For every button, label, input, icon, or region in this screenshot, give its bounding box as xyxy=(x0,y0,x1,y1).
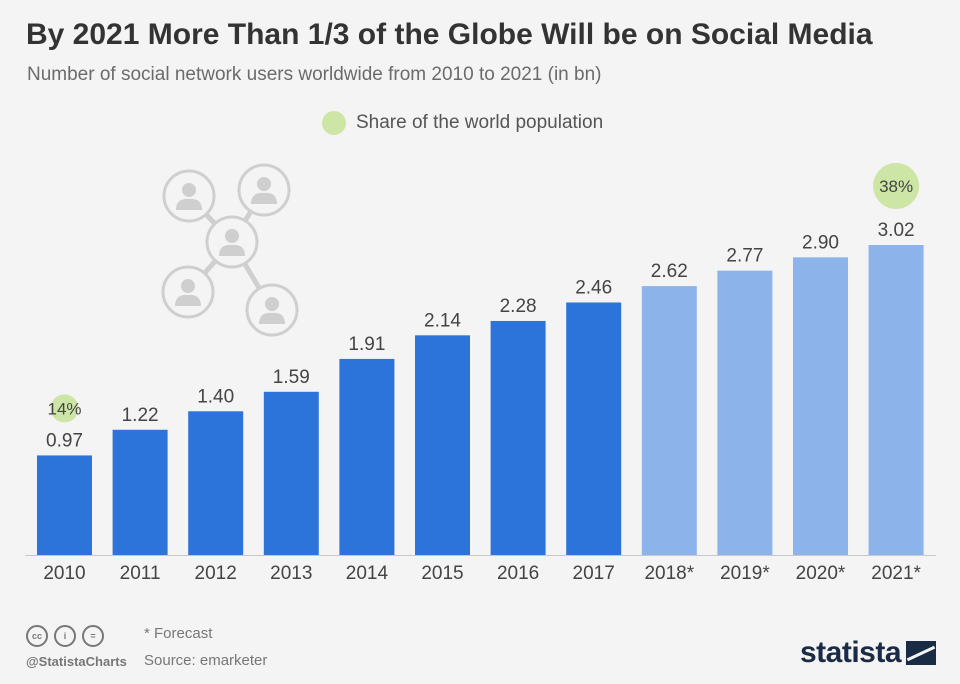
x-tick-label: 2014 xyxy=(346,563,389,584)
person-body xyxy=(176,198,202,210)
x-tick-label: 2020* xyxy=(796,563,846,584)
bar-2014 xyxy=(339,358,395,555)
x-tick-label: 2015 xyxy=(421,563,463,584)
person-head xyxy=(181,279,195,293)
share-bubble xyxy=(50,394,79,423)
statista-logo: statista xyxy=(800,636,937,670)
cc-icon: cc xyxy=(26,625,48,647)
value-label: 2.14 xyxy=(424,310,461,331)
person-head xyxy=(225,229,239,243)
value-label: 2.77 xyxy=(726,246,763,267)
no-derivatives-icon: = xyxy=(82,625,104,647)
license-icons: cc i = xyxy=(26,625,104,647)
bar-chart: 0.97 2010 1.22 2011 1.40 2012 1.59 2013 1.91 2014… xyxy=(25,163,936,584)
value-label: 1.40 xyxy=(197,386,234,407)
brand-mark-icon xyxy=(906,641,937,665)
share-label: 38% xyxy=(879,177,913,196)
bar-2015 xyxy=(415,335,470,555)
person-head xyxy=(257,177,271,191)
attribution-icon: i xyxy=(54,625,76,647)
twitter-handle: @StatistaCharts xyxy=(26,654,127,669)
x-tick-label: 2018* xyxy=(644,563,694,584)
x-tick-label: 2010 xyxy=(43,563,85,584)
bar-2017 xyxy=(566,302,622,555)
person-body xyxy=(219,244,245,256)
legend-label: Share of the world population xyxy=(356,112,604,133)
value-label: 2.46 xyxy=(575,277,612,298)
legend-swatch xyxy=(322,111,346,135)
value-label: 1.22 xyxy=(122,405,159,426)
bar-2012 xyxy=(188,411,244,555)
bar-2011 xyxy=(112,429,168,555)
value-label: 2.90 xyxy=(802,232,839,253)
x-tick-label: 2013 xyxy=(270,563,312,584)
person-body xyxy=(251,192,277,204)
bar-2020 xyxy=(793,257,848,555)
brand-wordmark: statista xyxy=(800,636,902,669)
x-tick-label: 2019* xyxy=(720,563,770,584)
source-note: Source: emarketer xyxy=(144,652,268,669)
bar-2016 xyxy=(490,320,546,555)
value-label: 0.97 xyxy=(46,430,83,451)
value-label: 1.59 xyxy=(273,367,310,388)
chart-title: By 2021 More Than 1/3 of the Globe Will … xyxy=(26,18,873,51)
x-tick-label: 2017 xyxy=(573,563,615,584)
value-label: 3.02 xyxy=(878,220,915,241)
chart-subtitle: Number of social network users worldwide… xyxy=(27,64,602,85)
bar-2019 xyxy=(717,270,773,555)
legend: Share of the world population xyxy=(322,110,603,136)
person-body xyxy=(259,312,285,324)
social-network-people-icon xyxy=(161,163,299,337)
x-tick-label: 2016 xyxy=(497,563,539,584)
forecast-note: * Forecast xyxy=(144,625,213,642)
bar-2021 xyxy=(868,245,924,555)
x-tick-label: 2011 xyxy=(120,563,161,584)
share-label: 14% xyxy=(47,399,81,418)
x-tick-label: 2021* xyxy=(871,563,921,584)
value-label: 2.62 xyxy=(651,261,688,282)
bar-2013 xyxy=(263,391,319,555)
share-bubble xyxy=(873,163,920,209)
bar-2010 xyxy=(37,455,92,555)
person-body xyxy=(175,294,201,306)
value-label: 1.91 xyxy=(348,334,385,355)
bar-2018 xyxy=(641,286,697,555)
value-label: 2.28 xyxy=(500,296,537,317)
person-head xyxy=(182,183,196,197)
x-tick-label: 2012 xyxy=(195,563,237,584)
person-head xyxy=(265,297,279,311)
